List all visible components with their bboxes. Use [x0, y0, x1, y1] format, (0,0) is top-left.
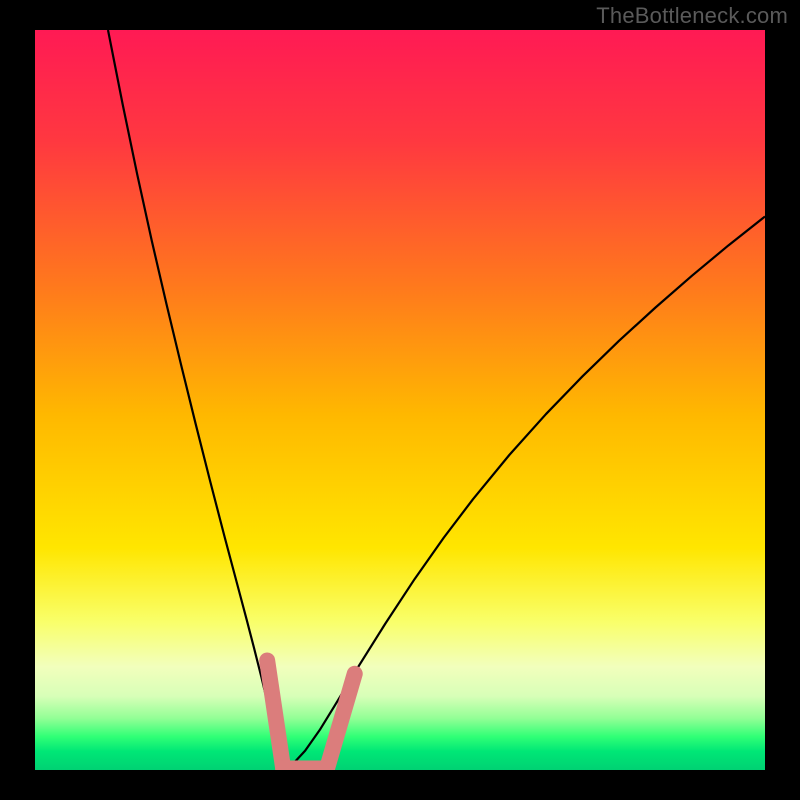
- gradient-background: [35, 30, 765, 770]
- chart-container: TheBottleneck.com: [0, 0, 800, 800]
- bottleneck-curve-chart: [0, 0, 800, 800]
- watermark-text: TheBottleneck.com: [596, 3, 788, 29]
